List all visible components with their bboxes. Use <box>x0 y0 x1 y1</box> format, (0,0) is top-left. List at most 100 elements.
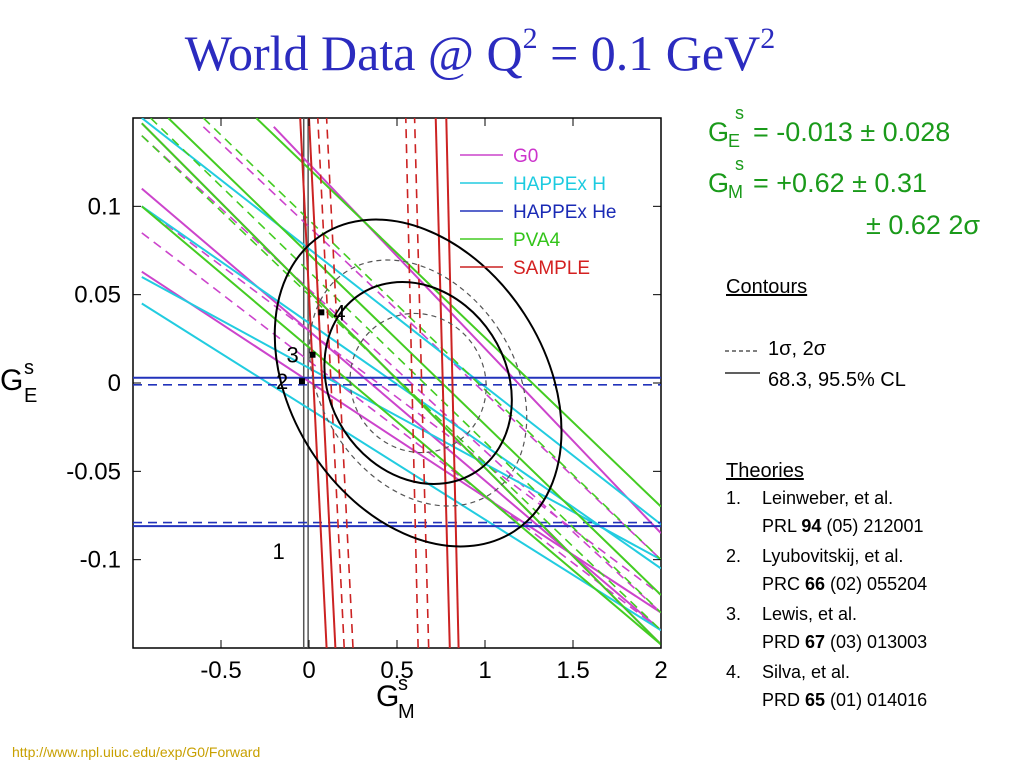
pva4-band-line <box>150 118 661 614</box>
legend-label: SAMPLE <box>513 258 590 279</box>
sample-band-line <box>325 118 354 648</box>
ge-symbol: G <box>708 117 730 147</box>
theory-author: Lewis, et al. <box>762 604 858 624</box>
page-title: World Data @ Q2 = 0.1 GeV2 <box>184 22 776 81</box>
happex-h-band-line <box>141 205 661 570</box>
g0-band-line <box>141 232 661 631</box>
happex-h-band-line <box>141 118 661 526</box>
theory-point-label: 2 <box>276 369 288 394</box>
y-axis-label: G <box>0 364 23 397</box>
theory-reference: PRD 67 (03) 013003 <box>726 632 927 653</box>
contour-ellipse <box>273 218 563 548</box>
y-axis-label-sub: E <box>24 385 37 407</box>
legend-label: HAPPEx He <box>513 202 616 223</box>
gm-value: = +0.62 ± 0.31 <box>753 168 927 198</box>
x-axis-label: G <box>376 680 399 713</box>
ge-value: = -0.013 ± 0.028 <box>753 117 951 147</box>
pva4-band-line <box>141 205 661 646</box>
theory-reference: PRD 65 (01) 014016 <box>726 690 927 711</box>
theory-author: Leinweber, et al. <box>762 488 894 508</box>
theory-number: 2. <box>726 546 742 566</box>
theory-journal: PRC <box>762 574 806 594</box>
contour-key-swatches <box>725 350 760 374</box>
g0-band-line <box>141 187 661 632</box>
theory-journal: PRL <box>762 516 802 536</box>
theory-author: Silva, et al. <box>762 662 851 682</box>
y-tick-label: 0.05 <box>74 282 121 309</box>
theory-reference: PRL 94 (05) 212001 <box>726 516 923 537</box>
g0-band-line <box>141 135 661 614</box>
sample-band-line <box>413 118 430 648</box>
gm-2sigma-value: ± 0.62 2σ <box>866 210 981 240</box>
theory-point-label: 4 <box>333 300 345 325</box>
y-tick-label: 0 <box>108 370 121 397</box>
contours-heading: Contours <box>726 276 808 298</box>
y-tick-label: -0.05 <box>66 458 121 485</box>
g0-band-line <box>141 205 661 596</box>
theory-point <box>309 351 316 358</box>
contour-ellipse <box>349 312 487 454</box>
theory-point-label: 3 <box>287 343 299 368</box>
solid-contour-label: 68.3, 95.5% CL <box>768 369 906 391</box>
dashed-contour-label: 1σ, 2σ <box>768 338 827 360</box>
x-tick-label: -0.5 <box>200 657 241 684</box>
theory-volume: 65 <box>805 690 826 710</box>
sample-band-line <box>308 118 337 648</box>
pva4-band-line <box>255 118 661 508</box>
x-axis-label-sub: M <box>398 701 415 723</box>
pva4-band-line <box>167 118 661 596</box>
sample-band-line <box>405 118 419 648</box>
theory-point-label: 1 <box>272 539 284 564</box>
happex-h-band-line <box>141 276 661 561</box>
theory-number: 3. <box>726 604 742 624</box>
theory-item: 4. Silva, et al. <box>726 662 850 683</box>
theory-reference: PRC 66 (02) 055204 <box>726 574 927 595</box>
x-tick-label: 0 <box>302 657 315 684</box>
sample-band-line <box>434 118 451 648</box>
pva4-band-line <box>141 122 661 646</box>
sample-band-line <box>317 118 345 648</box>
contour-ellipse <box>308 259 528 507</box>
ge-superscript: s <box>735 103 744 123</box>
x-tick-label: 1.5 <box>556 657 589 684</box>
legend-label: G0 <box>513 146 538 167</box>
theory-item: 2. Lyubovitskij, et al. <box>726 546 903 567</box>
legend: G0 HAPPEx H HAPPEx He PVA4 SAMPLE <box>460 146 616 279</box>
x-tick-label: 0.5 <box>380 657 413 684</box>
theories-heading: Theories <box>726 460 804 482</box>
theory-volume: 67 <box>805 632 826 652</box>
theory-item: 1. Leinweber, et al. <box>726 488 893 509</box>
theory-citation: (01) 014016 <box>825 690 928 710</box>
theory-item: 3. Lewis, et al. <box>726 604 857 625</box>
gm-symbol: G <box>708 168 730 198</box>
y-axis-label-sup: s <box>24 357 34 379</box>
sample-band-line <box>445 118 460 648</box>
contour-ellipse <box>323 281 513 485</box>
y-tick-label: 0.1 <box>88 193 121 220</box>
theory-citation: (02) 055204 <box>825 574 928 594</box>
theory-author: Lyubovitskij, et al. <box>762 546 904 566</box>
theory-citation: (05) 212001 <box>821 516 924 536</box>
happex-h-band-line <box>141 302 661 632</box>
legend-label: HAPPEx H <box>513 174 606 195</box>
theory-volume: 94 <box>801 516 822 536</box>
x-tick-label: 1 <box>478 657 491 684</box>
theory-point <box>298 378 305 385</box>
g0-band-line <box>141 270 661 614</box>
theory-number: 4. <box>726 662 742 682</box>
theory-point <box>318 309 325 316</box>
theory-citation: (03) 013003 <box>825 632 928 652</box>
y-tick-label: -0.1 <box>80 547 121 574</box>
plot-frame <box>132 117 662 649</box>
theory-volume: 66 <box>805 574 826 594</box>
gm-superscript: s <box>735 154 744 174</box>
footer-url[interactable]: http://www.npl.uiuc.edu/exp/G0/Forward <box>12 744 261 760</box>
legend-label: PVA4 <box>513 230 561 251</box>
pva4-band-line <box>202 118 661 561</box>
theory-journal: PRD <box>762 632 806 652</box>
sample-band-line <box>299 118 328 648</box>
g0-band-line <box>273 126 661 534</box>
theory-number: 1. <box>726 488 742 508</box>
